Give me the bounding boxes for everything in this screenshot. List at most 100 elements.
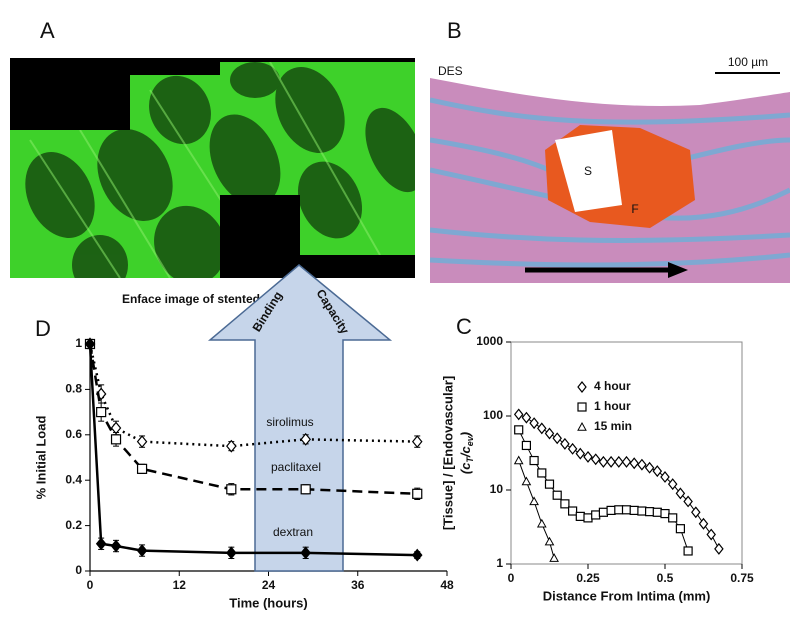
marker bbox=[567, 442, 578, 455]
marker bbox=[583, 450, 593, 463]
marker bbox=[529, 417, 539, 430]
y-tick-label: 1 bbox=[75, 336, 82, 350]
marker bbox=[575, 447, 586, 460]
series-line bbox=[88, 343, 418, 448]
marker bbox=[544, 427, 555, 440]
marker bbox=[552, 432, 562, 445]
x-tick-label: 12 bbox=[173, 578, 187, 592]
y-tick-label: 0.4 bbox=[65, 472, 82, 486]
marker bbox=[660, 508, 670, 519]
x-axis-title: Time (hours) bbox=[229, 595, 308, 610]
marker bbox=[226, 546, 237, 560]
formula-part: (c bbox=[458, 462, 473, 474]
marker bbox=[529, 455, 539, 466]
marker bbox=[513, 455, 524, 465]
marker bbox=[691, 506, 701, 519]
marker bbox=[529, 496, 539, 506]
marker bbox=[537, 422, 547, 435]
x-tick-label: 0.75 bbox=[730, 571, 754, 585]
marker bbox=[226, 439, 237, 453]
capacity-arrow bbox=[207, 264, 393, 572]
marker bbox=[521, 476, 532, 486]
marker bbox=[300, 484, 311, 495]
marker bbox=[644, 461, 655, 474]
marker bbox=[567, 506, 578, 516]
marker bbox=[660, 471, 670, 483]
marker bbox=[537, 468, 547, 478]
y-axis-title: % Initial Load bbox=[33, 416, 48, 500]
marker bbox=[560, 437, 570, 450]
marker bbox=[606, 455, 616, 468]
panel-label: A bbox=[40, 18, 55, 43]
scale-bar-label: 100 µm bbox=[728, 55, 768, 69]
legend-marker bbox=[577, 421, 587, 431]
marker bbox=[706, 528, 716, 541]
marker bbox=[668, 513, 678, 523]
legend-marker bbox=[577, 381, 587, 393]
marker bbox=[536, 518, 547, 528]
x-tick-label: 0.25 bbox=[576, 571, 600, 585]
marker bbox=[136, 463, 148, 474]
marker bbox=[629, 505, 639, 516]
marker bbox=[644, 507, 655, 517]
marker bbox=[614, 505, 624, 515]
series-label: sirolimus bbox=[266, 415, 313, 429]
marker bbox=[110, 421, 122, 435]
series-label: dextran bbox=[273, 525, 313, 539]
marker bbox=[675, 487, 686, 500]
histology-image bbox=[430, 55, 790, 283]
marker bbox=[637, 506, 647, 516]
x-tick-label: 0 bbox=[508, 571, 515, 585]
marker bbox=[591, 510, 601, 520]
marker bbox=[583, 513, 593, 523]
marker bbox=[300, 432, 311, 446]
series-line bbox=[518, 429, 689, 552]
panel-label: D bbox=[35, 316, 51, 341]
formula-part: ) bbox=[458, 432, 473, 438]
y-axis-title: [Tissue] / [Endovascular] bbox=[440, 376, 455, 530]
marker bbox=[95, 537, 107, 551]
legend-label: 4 hour bbox=[594, 379, 631, 393]
series-line bbox=[88, 343, 418, 557]
marker bbox=[411, 435, 423, 449]
marker bbox=[652, 507, 662, 517]
marker bbox=[544, 479, 555, 489]
panel-label: B bbox=[447, 18, 462, 43]
marker bbox=[667, 478, 678, 491]
marker bbox=[552, 490, 562, 500]
y-tick-label: 10 bbox=[490, 482, 504, 496]
x-tick-label: 24 bbox=[262, 578, 276, 592]
marker bbox=[549, 553, 559, 562]
y-tick-label: 100 bbox=[483, 408, 503, 422]
x-axis-title: Distance From Intima (mm) bbox=[543, 588, 711, 603]
marker bbox=[598, 507, 609, 517]
stent-label: S bbox=[584, 164, 592, 178]
marker bbox=[621, 505, 632, 515]
x-tick-label: 48 bbox=[440, 578, 454, 592]
marker bbox=[110, 539, 122, 553]
marker bbox=[300, 546, 311, 560]
enface-image bbox=[10, 58, 415, 278]
legend-marker bbox=[577, 402, 587, 412]
marker bbox=[513, 408, 524, 421]
y-tick-label: 0.2 bbox=[65, 518, 82, 532]
marker bbox=[411, 548, 423, 562]
marker bbox=[136, 435, 148, 449]
marker bbox=[590, 453, 601, 466]
marker bbox=[136, 544, 148, 558]
fibrin-label: F bbox=[631, 202, 638, 216]
marker bbox=[412, 488, 423, 499]
x-tick-label: 0.5 bbox=[657, 571, 674, 585]
marker bbox=[714, 542, 724, 555]
marker bbox=[683, 546, 693, 556]
marker bbox=[652, 465, 663, 478]
formula-part: T bbox=[465, 456, 475, 463]
marker bbox=[514, 425, 524, 435]
y-tick-label: 0.8 bbox=[65, 382, 82, 396]
marker bbox=[560, 499, 570, 509]
marker bbox=[698, 517, 709, 530]
marker bbox=[637, 458, 647, 471]
marker bbox=[598, 455, 609, 468]
y-tick-label: 0 bbox=[75, 563, 82, 577]
